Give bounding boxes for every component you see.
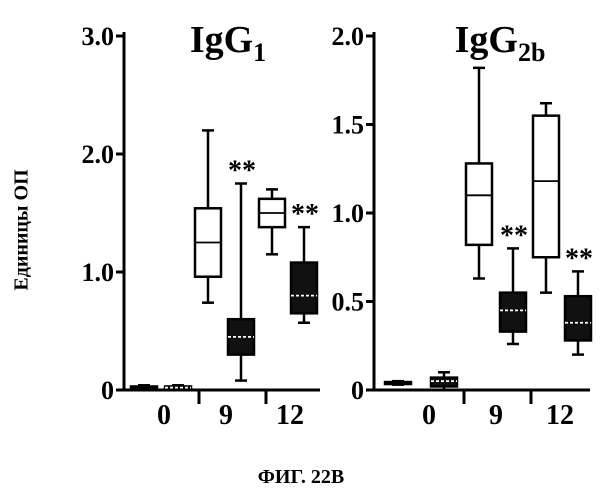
- box-body: [563, 294, 593, 342]
- y-tick-label: 0.5: [332, 288, 365, 317]
- box-open-group-0: [129, 384, 159, 392]
- x-tick-label: 12: [546, 400, 574, 431]
- panel-1: IgG1 0 1.0 2.0 3.0 0 9 12 ** **: [82, 19, 320, 431]
- y-tick-label: 0: [351, 376, 364, 405]
- box-filled-group-0: [163, 384, 193, 392]
- box-open-group-0: [383, 379, 413, 386]
- box-open-group-9: [464, 66, 494, 280]
- box-open-group-12: [531, 102, 561, 294]
- significance-marker: **: [565, 243, 593, 274]
- y-tick-label: 1.0: [332, 199, 365, 228]
- box-body: [531, 114, 561, 259]
- panel-title: IgG1: [190, 19, 266, 67]
- panel-title-subscript: 2b: [518, 38, 545, 67]
- box-filled-group-12: **: [563, 243, 593, 356]
- box-body: [464, 162, 494, 247]
- significance-marker: **: [291, 199, 319, 230]
- significance-marker: **: [228, 156, 256, 187]
- x-tick-label: 0: [422, 400, 436, 431]
- panel-title: IgG2b: [455, 19, 546, 67]
- significance-marker: **: [500, 220, 528, 251]
- box-body: [289, 261, 319, 315]
- box-open-group-9: [193, 129, 223, 304]
- panel-2: IgG2b 0 0.5 1.0 1.5 2.0 0 9 12 ** **: [332, 19, 594, 431]
- panel-title-subscript: 1: [253, 38, 266, 67]
- box-open-group-12: [257, 188, 287, 256]
- x-tick-label: 12: [276, 400, 304, 431]
- x-tick-label: 9: [489, 400, 503, 431]
- y-tick-label: 2.0: [332, 22, 365, 51]
- x-tick-label: 9: [219, 400, 233, 431]
- y-tick-label: 3.0: [82, 22, 115, 51]
- box-filled-group-0: [429, 371, 459, 392]
- box-filled-group-12: **: [289, 199, 319, 324]
- figure-caption: ФИГ. 22B: [257, 466, 345, 488]
- y-tick-label: 1.0: [82, 258, 115, 287]
- box-filled-group-9: **: [498, 220, 528, 346]
- y-tick-label: 1.5: [332, 111, 365, 140]
- x-tick-label: 0: [157, 400, 171, 431]
- y-tick-label: 2.0: [82, 140, 115, 169]
- box-body: [498, 291, 528, 333]
- box-filled-group-9: **: [226, 156, 256, 382]
- y-tick-label: 0: [101, 376, 114, 405]
